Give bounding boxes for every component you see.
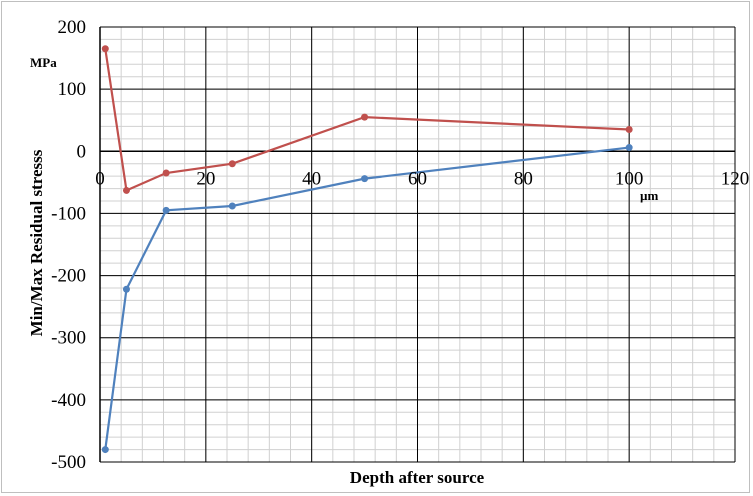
series-line-2 <box>104 146 630 450</box>
data-point <box>228 160 236 168</box>
data-point <box>228 202 236 210</box>
data-point <box>162 206 170 214</box>
x-tick-label: 20 <box>196 168 215 189</box>
data-point <box>122 186 130 194</box>
series-line-1 <box>104 48 630 193</box>
y-tick-label: -300 <box>51 328 86 349</box>
x-tick-label: 80 <box>514 168 533 189</box>
x-tick-label: 60 <box>408 168 427 189</box>
y-axis-title: Min/Max Residual stresss <box>27 149 46 336</box>
data-point <box>122 285 130 293</box>
x-unit-label: µm <box>640 188 658 203</box>
series-layer <box>101 45 633 454</box>
x-tick-label: 100 <box>615 168 644 189</box>
y-tick-label: -500 <box>51 452 86 473</box>
data-point <box>625 126 633 134</box>
y-tick-label: 100 <box>58 79 87 100</box>
data-point <box>625 144 633 152</box>
major-gridlines <box>99 26 736 463</box>
y-unit-label: MPa <box>30 55 57 70</box>
data-point <box>361 175 369 183</box>
y-tick-label: -100 <box>51 203 86 224</box>
data-point <box>361 113 369 121</box>
tick-labels: 0 20 40 60 80 100 120 200 100 0 -100 -200 -300 -400 -5… <box>51 17 749 473</box>
data-point <box>162 169 170 177</box>
axes <box>99 27 735 462</box>
y-tick-label: -200 <box>51 266 86 287</box>
x-tick-label: 40 <box>302 168 321 189</box>
y-tick-label: 200 <box>58 17 87 38</box>
x-tick-label: 120 <box>721 168 750 189</box>
data-point <box>101 446 109 454</box>
x-tick-label: 0 <box>95 168 105 189</box>
x-axis-title: Depth after source <box>350 468 485 487</box>
data-point <box>101 45 109 53</box>
y-tick-label: -400 <box>51 390 86 411</box>
y-tick-label: 0 <box>77 141 87 162</box>
